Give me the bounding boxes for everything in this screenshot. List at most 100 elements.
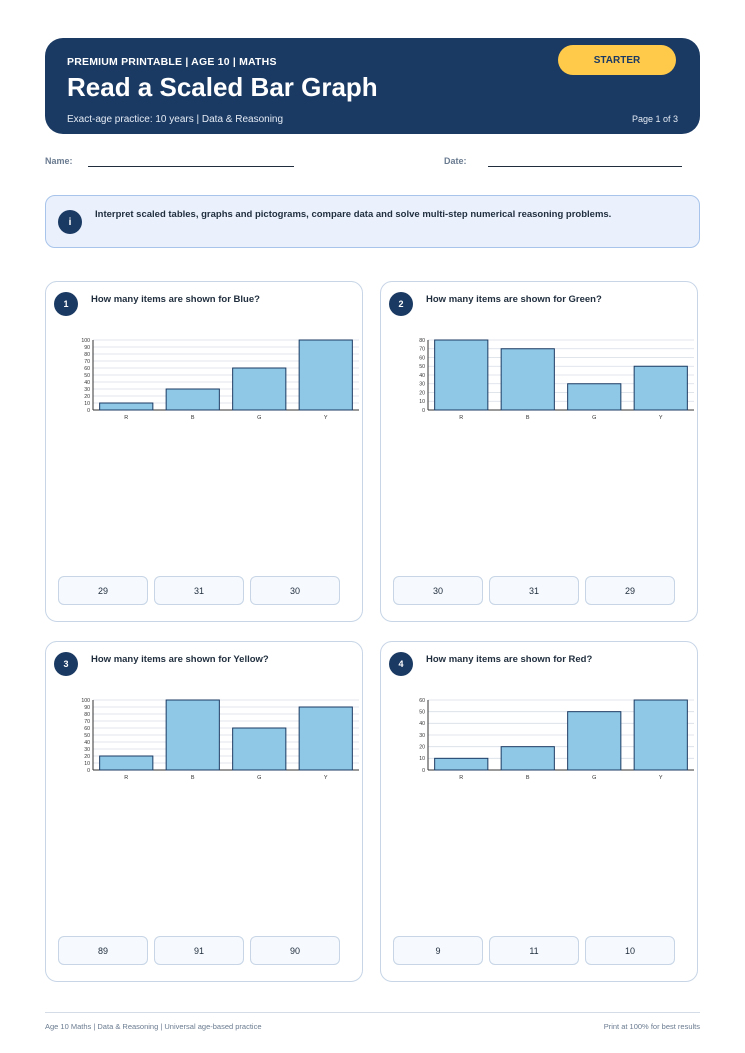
y-tick-label: 60 — [84, 366, 90, 372]
answer-options: 29 31 30 — [58, 576, 340, 605]
question-text: How many items are shown for Yellow? — [91, 654, 269, 665]
y-tick-label: 80 — [84, 352, 90, 358]
question-text: How many items are shown for Green? — [426, 294, 602, 305]
bar-G — [567, 383, 622, 411]
bar-G — [567, 711, 622, 771]
bar-Y — [633, 699, 688, 771]
y-tick-label: 40 — [419, 721, 425, 727]
x-tick-label: Y — [324, 415, 328, 421]
y-tick-label: 60 — [419, 698, 425, 704]
y-tick-label: 80 — [84, 712, 90, 718]
info-icon: i — [58, 210, 82, 234]
y-tick-label: 70 — [84, 359, 90, 365]
answer-option[interactable]: 31 — [489, 576, 579, 605]
x-tick-label: Y — [324, 775, 328, 781]
answer-option[interactable]: 30 — [393, 576, 483, 605]
answer-options: 89 91 90 — [58, 936, 340, 965]
page-title: Read a Scaled Bar Graph — [67, 72, 378, 102]
bar-B — [500, 746, 555, 771]
bar-Y — [298, 706, 353, 771]
y-tick-label: 30 — [419, 733, 425, 739]
date-label: Date: — [444, 156, 467, 166]
answer-option[interactable]: 89 — [58, 936, 148, 965]
bar-chart: 0 10 20 30 40 50 60 70 80 R B G Y — [419, 338, 694, 421]
y-tick-label: 50 — [84, 733, 90, 739]
bar-R — [434, 339, 489, 411]
bar-Y — [633, 365, 688, 411]
x-tick-label: B — [191, 775, 195, 781]
y-tick-label: 20 — [84, 394, 90, 400]
y-tick-label: 60 — [419, 355, 425, 361]
y-tick-label: 20 — [419, 744, 425, 750]
y-tick-label: 0 — [422, 408, 425, 414]
bar-G — [232, 367, 287, 411]
y-tick-label: 10 — [84, 401, 90, 407]
x-tick-label: Y — [659, 775, 663, 781]
bar-B — [165, 699, 220, 771]
y-tick-label: 40 — [419, 373, 425, 379]
x-tick-label: R — [459, 775, 463, 781]
y-tick-label: 40 — [84, 380, 90, 386]
answer-option[interactable]: 29 — [58, 576, 148, 605]
x-tick-label: G — [592, 775, 596, 781]
answer-option[interactable]: 91 — [154, 936, 244, 965]
footer-divider — [45, 1012, 700, 1013]
y-tick-label: 100 — [81, 338, 90, 344]
x-tick-label: B — [191, 415, 195, 421]
y-tick-label: 0 — [87, 408, 90, 414]
level-badge: STARTER — [558, 45, 676, 75]
y-tick-label: 10 — [419, 756, 425, 762]
bar-chart: 0 10 20 30 40 50 60 R B G Y — [419, 698, 694, 781]
worksheet-header: PREMIUM PRINTABLE | AGE 10 | MATHS Read … — [45, 38, 700, 134]
answer-option[interactable]: 10 — [585, 936, 675, 965]
x-tick-label: G — [257, 775, 261, 781]
answer-option[interactable]: 29 — [585, 576, 675, 605]
bar-R — [99, 402, 154, 411]
info-text: Interpret scaled tables, graphs and pict… — [95, 209, 612, 220]
y-tick-label: 60 — [84, 726, 90, 732]
question-card-4: 4 How many items are shown for Red? 0 10 2… — [380, 641, 698, 982]
answer-option[interactable]: 9 — [393, 936, 483, 965]
x-tick-label: R — [459, 415, 463, 421]
question-text: How many items are shown for Blue? — [91, 294, 260, 305]
answer-option[interactable]: 30 — [250, 576, 340, 605]
y-tick-label: 100 — [81, 698, 90, 704]
answer-option[interactable]: 31 — [154, 576, 244, 605]
answer-option[interactable]: 90 — [250, 936, 340, 965]
bar-R — [99, 755, 154, 771]
y-tick-label: 80 — [419, 338, 425, 344]
y-tick-label: 30 — [84, 387, 90, 393]
name-line[interactable] — [88, 166, 294, 167]
y-tick-label: 20 — [419, 390, 425, 396]
y-tick-label: 50 — [419, 709, 425, 715]
y-tick-label: 30 — [419, 382, 425, 388]
y-tick-label: 90 — [84, 345, 90, 351]
bar-B — [165, 388, 220, 411]
question-card-1: 1 How many items are shown for Blue? 0 10… — [45, 281, 363, 622]
x-tick-label: G — [257, 415, 261, 421]
x-tick-label: Y — [659, 415, 663, 421]
question-card-3: 3 How many items are shown for Yellow? 0… — [45, 641, 363, 982]
footer-left-text: Age 10 Maths | Data & Reasoning | Univer… — [45, 1022, 262, 1031]
y-tick-label: 0 — [422, 768, 425, 774]
y-tick-label: 30 — [84, 747, 90, 753]
name-label: Name: — [45, 156, 73, 166]
header-subtitle: Exact-age practice: 10 years | Data & Re… — [67, 114, 284, 125]
answer-option[interactable]: 11 — [489, 936, 579, 965]
question-number: 2 — [389, 292, 413, 316]
date-line[interactable] — [488, 166, 682, 167]
y-tick-label: 20 — [84, 754, 90, 760]
question-number: 1 — [54, 292, 78, 316]
footer-right-text: Print at 100% for best results — [603, 1022, 700, 1031]
x-tick-label: B — [526, 415, 530, 421]
y-tick-label: 10 — [419, 399, 425, 405]
y-tick-label: 10 — [84, 761, 90, 767]
info-banner: i Interpret scaled tables, graphs and pi… — [45, 195, 700, 248]
y-tick-label: 70 — [419, 347, 425, 353]
page-number: Page 1 of 3 — [631, 114, 678, 124]
answer-options: 30 31 29 — [393, 576, 675, 605]
x-tick-label: G — [592, 415, 596, 421]
x-tick-label: R — [124, 775, 128, 781]
x-tick-label: B — [526, 775, 530, 781]
